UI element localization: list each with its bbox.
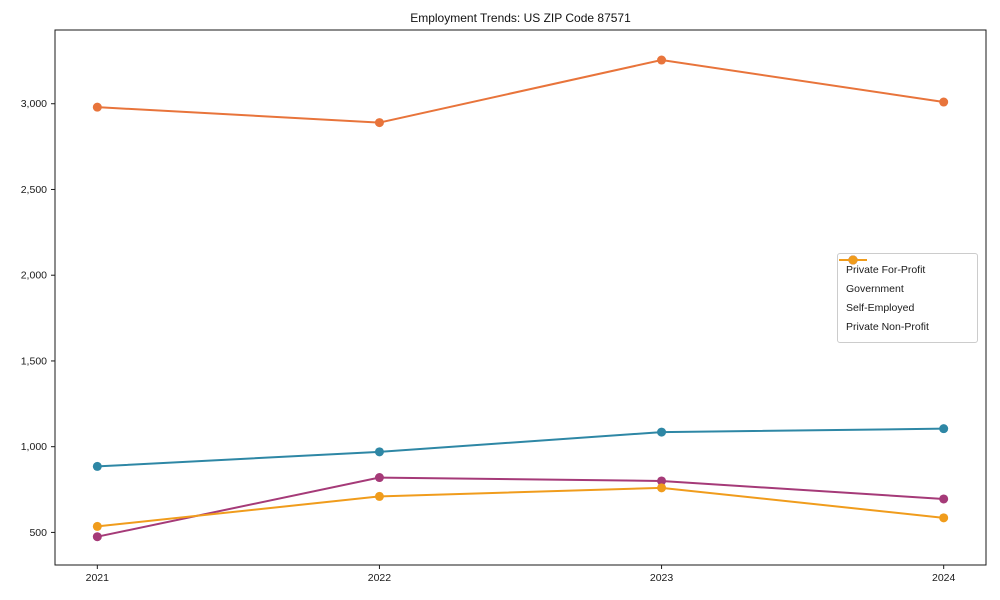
legend: Private For-Profit Government Self-Employe… [837,253,978,343]
y-tick-label: 2,500 [21,184,47,196]
data-point [657,55,667,65]
data-point [657,483,667,493]
legend-label: Government [846,282,904,295]
y-tick-label: 500 [29,527,47,539]
data-point [939,97,949,107]
y-tick-label: 3,000 [21,98,47,110]
data-point [939,513,949,523]
data-point [939,424,949,434]
data-point [92,102,102,112]
y-tick-label: 2,000 [21,270,47,282]
plot-border [54,29,987,566]
data-point [374,447,384,457]
legend-item-private-non-profit: Private Non-Profit [839,255,969,336]
data-point [92,521,102,531]
legend-label: Self-Employed [846,301,915,314]
data-point [92,532,102,542]
y-tick-label: 1,500 [21,355,47,367]
legend-label: Private For-Profit [846,263,926,276]
x-tick-label: 2023 [650,572,674,584]
legend-line-marker-icon [839,255,867,265]
data-point [657,476,667,486]
data-point [374,118,384,128]
legend-item-government: Government [839,255,969,298]
y-tick-label: 1,000 [21,441,47,453]
data-point [657,427,667,437]
x-tick-label: 2024 [932,572,956,584]
series-line-private-non-profit [96,486,945,528]
data-point [939,494,949,504]
x-tick-label: 2022 [368,572,392,584]
series-line-self-employed [96,476,945,538]
legend-item-self-employed: Self-Employed [839,255,969,317]
data-point [92,461,102,471]
series-line-private-for-profit [96,58,945,124]
legend-label: Private Non-Profit [846,320,929,333]
chart-title: Employment Trends: US ZIP Code 87571 [410,11,631,25]
data-point [374,491,384,501]
x-tick-label: 2021 [86,572,110,584]
series-line-government [96,427,945,468]
data-point [374,473,384,483]
